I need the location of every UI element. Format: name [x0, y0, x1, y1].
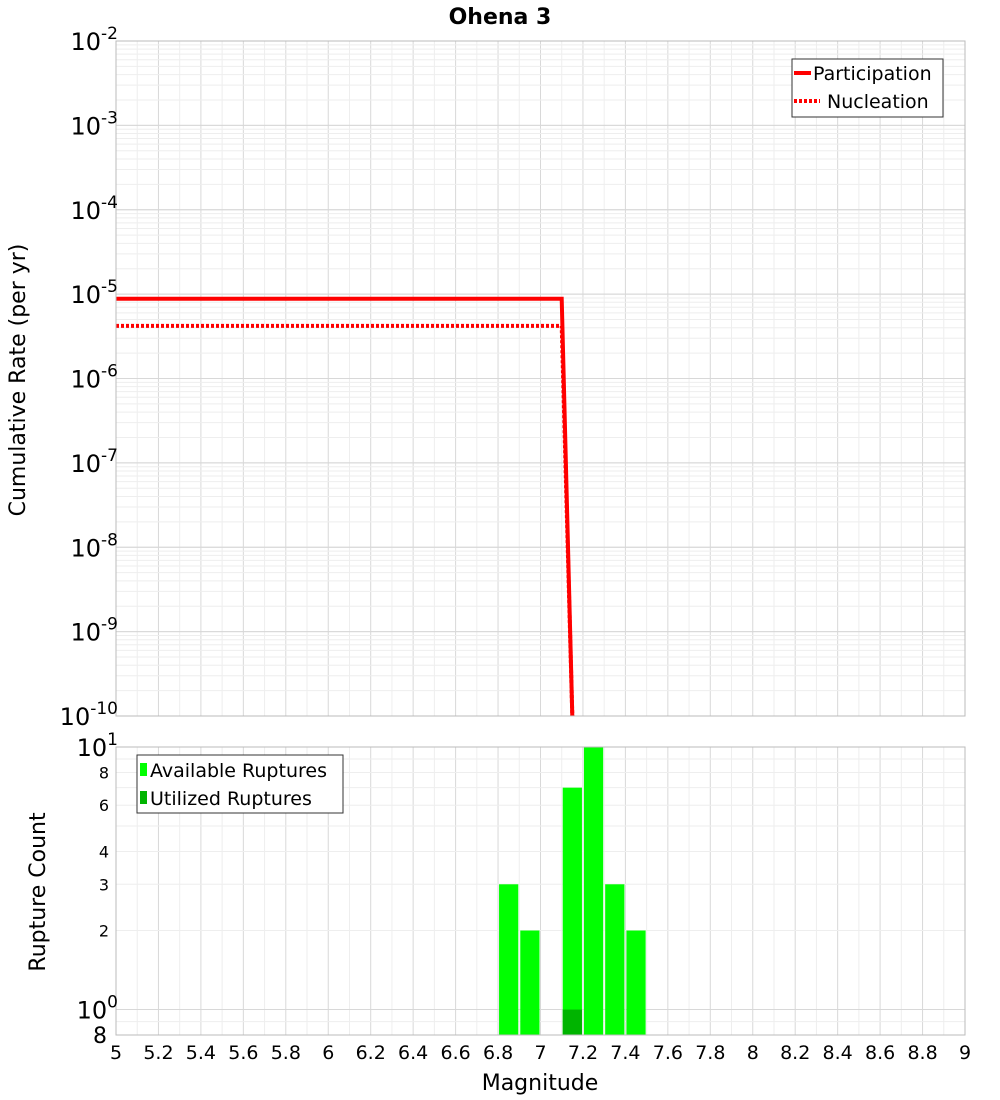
top-y-tick-label: 10-2	[71, 24, 119, 56]
bottom-y-axis-label: Rupture Count	[26, 812, 51, 972]
x-tick-label: 7.4	[610, 1042, 640, 1064]
bottom-plot-frame	[115, 746, 966, 1036]
nucleation-line	[116, 323, 575, 717]
x-tick-label: 5.6	[228, 1042, 258, 1064]
bottom-legend: Available Ruptures Utilized Ruptures	[136, 754, 344, 814]
bottom-legend-box	[136, 754, 344, 814]
legend-participation-label: Participation	[813, 63, 932, 85]
available-rupture-bar	[605, 884, 625, 1035]
chart-title: Ohena 3	[449, 5, 552, 30]
x-tick-label: 6.8	[483, 1042, 513, 1064]
top-y-tick-label: 10-5	[71, 277, 119, 309]
bottom-y-tick-label: 100	[77, 993, 118, 1025]
legend-utilized-label: Utilized Ruptures	[150, 788, 312, 810]
x-tick-label: 9	[959, 1042, 971, 1064]
x-tick-label: 5	[110, 1042, 122, 1064]
x-tick-label: 8	[747, 1042, 759, 1064]
legend-utilized-swatch	[140, 791, 147, 804]
utilized-rupture-bar	[562, 1009, 582, 1035]
legend-available-label: Available Ruptures	[150, 760, 327, 782]
top-y-tick-label: 10-6	[71, 362, 119, 394]
top-y-tick-label: 10-10	[60, 699, 118, 731]
x-tick-label: 8.2	[780, 1042, 810, 1064]
x-tick-label: 7.8	[695, 1042, 725, 1064]
bottom-y-tick-label: 4	[99, 842, 109, 861]
top-y-tick-label: 10-3	[71, 108, 119, 140]
available-rupture-bar	[626, 930, 646, 1035]
legend-available-swatch	[140, 763, 147, 776]
x-tick-label: 8.4	[823, 1042, 853, 1064]
top-y-tick-label: 10-9	[71, 615, 119, 647]
x-tick-label: 5.2	[143, 1042, 173, 1064]
x-tick-label: 8.6	[865, 1042, 895, 1064]
bottom-y-tick-label: 101	[77, 730, 118, 762]
bottom-y-tick-label: 3	[99, 875, 109, 894]
top-y-axis-label: Cumulative Rate (per yr)	[6, 244, 31, 517]
available-rupture-bar	[562, 787, 582, 1035]
available-rupture-bar	[499, 884, 519, 1035]
top-y-tick-label: 10-8	[71, 530, 119, 562]
x-axis-label: Magnitude	[482, 1071, 599, 1096]
bottom-y-tick-label: 8	[93, 1024, 107, 1049]
available-rupture-bar	[583, 747, 604, 1035]
x-tick-label: 6.6	[440, 1042, 470, 1064]
x-tick-label: 5.8	[271, 1042, 301, 1064]
bottom-y-tick-label: 8	[99, 763, 109, 782]
top-legend-box	[791, 58, 944, 118]
x-tick-label: 8.8	[907, 1042, 937, 1064]
bottom-y-tick-label: 6	[99, 796, 109, 815]
top-y-tick-label: 10-7	[71, 446, 119, 478]
x-tick-label: 7	[534, 1042, 546, 1064]
x-tick-label: 6	[322, 1042, 334, 1064]
x-tick-label: 7.6	[653, 1042, 683, 1064]
x-tick-label: 6.2	[356, 1042, 386, 1064]
x-tick-label: 6.4	[398, 1042, 428, 1064]
available-rupture-bar	[520, 930, 540, 1035]
top-y-tick-label: 10-4	[71, 193, 119, 225]
x-tick-label: 7.2	[568, 1042, 598, 1064]
top-legend: Participation Nucleation	[791, 58, 944, 118]
legend-nucleation-label: Nucleation	[827, 91, 929, 113]
bottom-y-tick-label: 2	[99, 922, 109, 941]
top-plot-frame	[115, 40, 966, 717]
x-tick-label: 5.4	[186, 1042, 216, 1064]
